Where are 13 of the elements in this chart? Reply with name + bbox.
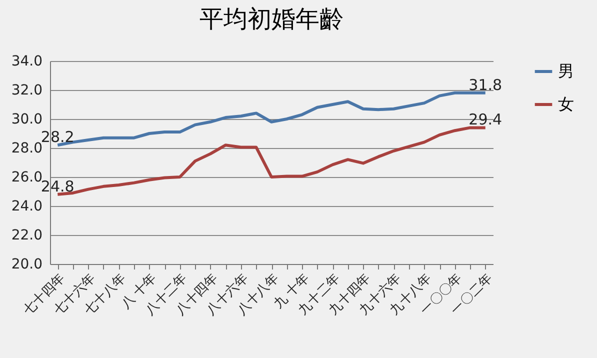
data-label: 31.8	[468, 76, 502, 94]
data-label: 29.4	[468, 110, 502, 129]
y-tick-label: 26.0	[11, 170, 42, 186]
y-tick-label: 20.0	[11, 256, 42, 272]
y-tick-label: 32.0	[11, 82, 42, 98]
y-tick-label: 24.0	[11, 198, 42, 214]
y-tick-label: 34.0	[11, 54, 42, 70]
y-tick-label: 28.0	[11, 140, 42, 156]
legend-label: 女	[558, 94, 574, 114]
legend-label: 男	[558, 62, 574, 80]
chart-title: 平均初婚年齡	[200, 5, 344, 33]
y-tick-label: 30.0	[11, 112, 42, 128]
y-tick-label: 22.0	[11, 228, 42, 244]
